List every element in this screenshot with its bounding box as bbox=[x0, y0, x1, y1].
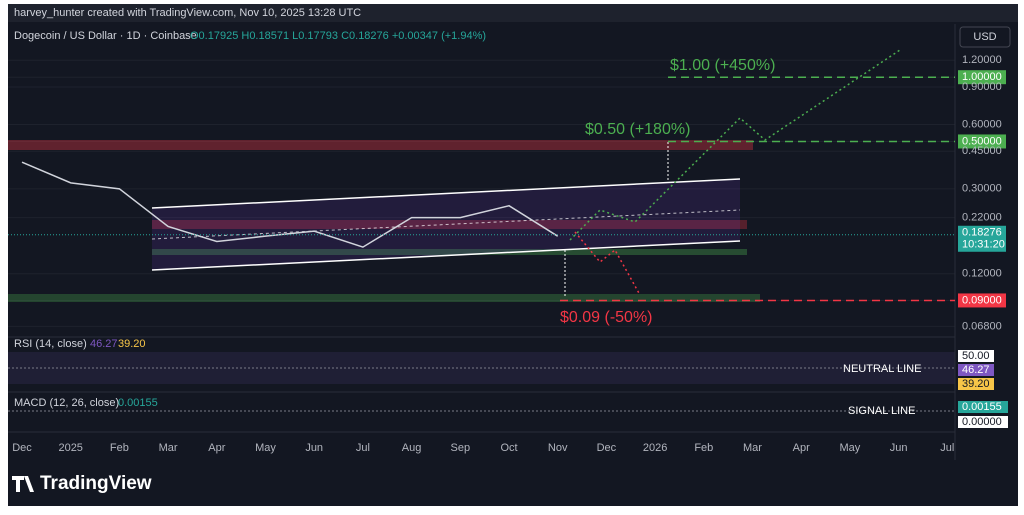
x-tick-label: Feb bbox=[694, 442, 713, 454]
symbol: Dogecoin / US Dollar · 1D · Coinbase bbox=[14, 30, 197, 42]
top-bar bbox=[8, 4, 1018, 22]
y-tick-label: 0.90000 bbox=[962, 81, 1002, 93]
rsi-note: NEUTRAL LINE bbox=[843, 363, 921, 375]
channel-top bbox=[151, 178, 741, 209]
y-tick-label: 0.60000 bbox=[962, 118, 1002, 130]
logo bbox=[12, 476, 34, 492]
y-tick-label: 0.06800 bbox=[962, 320, 1002, 332]
bull-path bbox=[569, 49, 901, 241]
canvas bbox=[8, 4, 1018, 506]
tick-highlight bbox=[958, 70, 1006, 85]
x-tick-label: Mar bbox=[743, 442, 762, 454]
channel-mid bbox=[151, 209, 741, 240]
y-tick-label: 0.09000 bbox=[962, 294, 1002, 306]
x-tick-label: Aug bbox=[402, 442, 422, 454]
x-tick-label: Dec bbox=[12, 442, 32, 454]
x-tick-label: Jul bbox=[356, 442, 370, 454]
tag bbox=[958, 378, 994, 390]
macd-value-label: 0.00155 bbox=[962, 401, 1002, 413]
x-tick-label: Oct bbox=[500, 442, 517, 454]
x-tick-label: Jul bbox=[940, 442, 954, 454]
x-tick-label: Feb bbox=[110, 442, 129, 454]
x-tick-label: May bbox=[255, 442, 276, 454]
countdown: 10:31:20 bbox=[962, 239, 1005, 251]
y-tick-label: 0.30000 bbox=[962, 183, 1002, 195]
tag bbox=[958, 364, 994, 376]
x-tick-label: Mar bbox=[159, 442, 178, 454]
tick-highlight bbox=[958, 293, 1006, 308]
x-tick-label: May bbox=[840, 442, 861, 454]
last-price-tag bbox=[958, 225, 1006, 252]
ohlc: O0.17925 H0.18571 L0.17793 C0.18276 +0.0… bbox=[190, 30, 486, 42]
credit: harvey_hunter created with TradingView.c… bbox=[14, 7, 361, 19]
resistance-zone bbox=[8, 140, 753, 150]
x-tick-label: 2026 bbox=[643, 442, 667, 454]
annotation: $0.09 (-50%) bbox=[560, 309, 653, 326]
x-tick-label: Apr bbox=[793, 442, 810, 454]
tag bbox=[958, 401, 1008, 413]
tag bbox=[958, 416, 1008, 428]
support-zone bbox=[152, 249, 747, 255]
x-tick-label: Nov bbox=[548, 442, 568, 454]
y-tick-label: 0.45000 bbox=[962, 145, 1002, 157]
y-tick-label: 0.22000 bbox=[962, 211, 1002, 223]
x-tick-label: 2025 bbox=[58, 442, 82, 454]
last-price: 0.18276 bbox=[962, 227, 1002, 239]
mid-zone bbox=[152, 220, 747, 229]
tag bbox=[958, 350, 994, 362]
x-tick-label: Jun bbox=[890, 442, 908, 454]
rsi-level-label: 50.00 bbox=[962, 350, 990, 362]
target-zone bbox=[8, 294, 760, 302]
x-tick-label: Sep bbox=[451, 442, 471, 454]
x-tick-label: Apr bbox=[208, 442, 225, 454]
currency[interactable]: USD bbox=[973, 31, 996, 43]
macd-value: 0.00155 bbox=[118, 397, 158, 409]
macd-title: MACD (12, 26, close) bbox=[14, 397, 119, 409]
channel-bottom bbox=[151, 240, 741, 271]
currency-button[interactable] bbox=[959, 26, 1011, 48]
price-line bbox=[21, 161, 559, 248]
x-tick-label: Dec bbox=[597, 442, 617, 454]
y-tick-label: 1.20000 bbox=[962, 54, 1002, 66]
brand: TradingView bbox=[40, 473, 152, 494]
y-tick-label: 0.50000 bbox=[962, 135, 1002, 147]
rsi-value: 46.27 bbox=[90, 338, 118, 350]
y-tick-label: 1.00000 bbox=[962, 71, 1002, 83]
tick-highlight bbox=[958, 134, 1006, 149]
rsi-ma-label: 39.20 bbox=[962, 378, 990, 390]
rsi-title: RSI (14, close) bbox=[14, 338, 87, 350]
rsi-value-label: 46.27 bbox=[962, 364, 990, 376]
y-tick-label: 0.12000 bbox=[962, 268, 1002, 280]
macd-note: SIGNAL LINE bbox=[848, 405, 915, 417]
annotation: $1.00 (+450%) bbox=[670, 57, 775, 74]
rsi-ma: 39.20 bbox=[118, 338, 146, 350]
x-tick-label: Jun bbox=[305, 442, 323, 454]
macd-zero-label: 0.00000 bbox=[962, 416, 1002, 428]
annotation: $0.50 (+180%) bbox=[585, 121, 690, 138]
